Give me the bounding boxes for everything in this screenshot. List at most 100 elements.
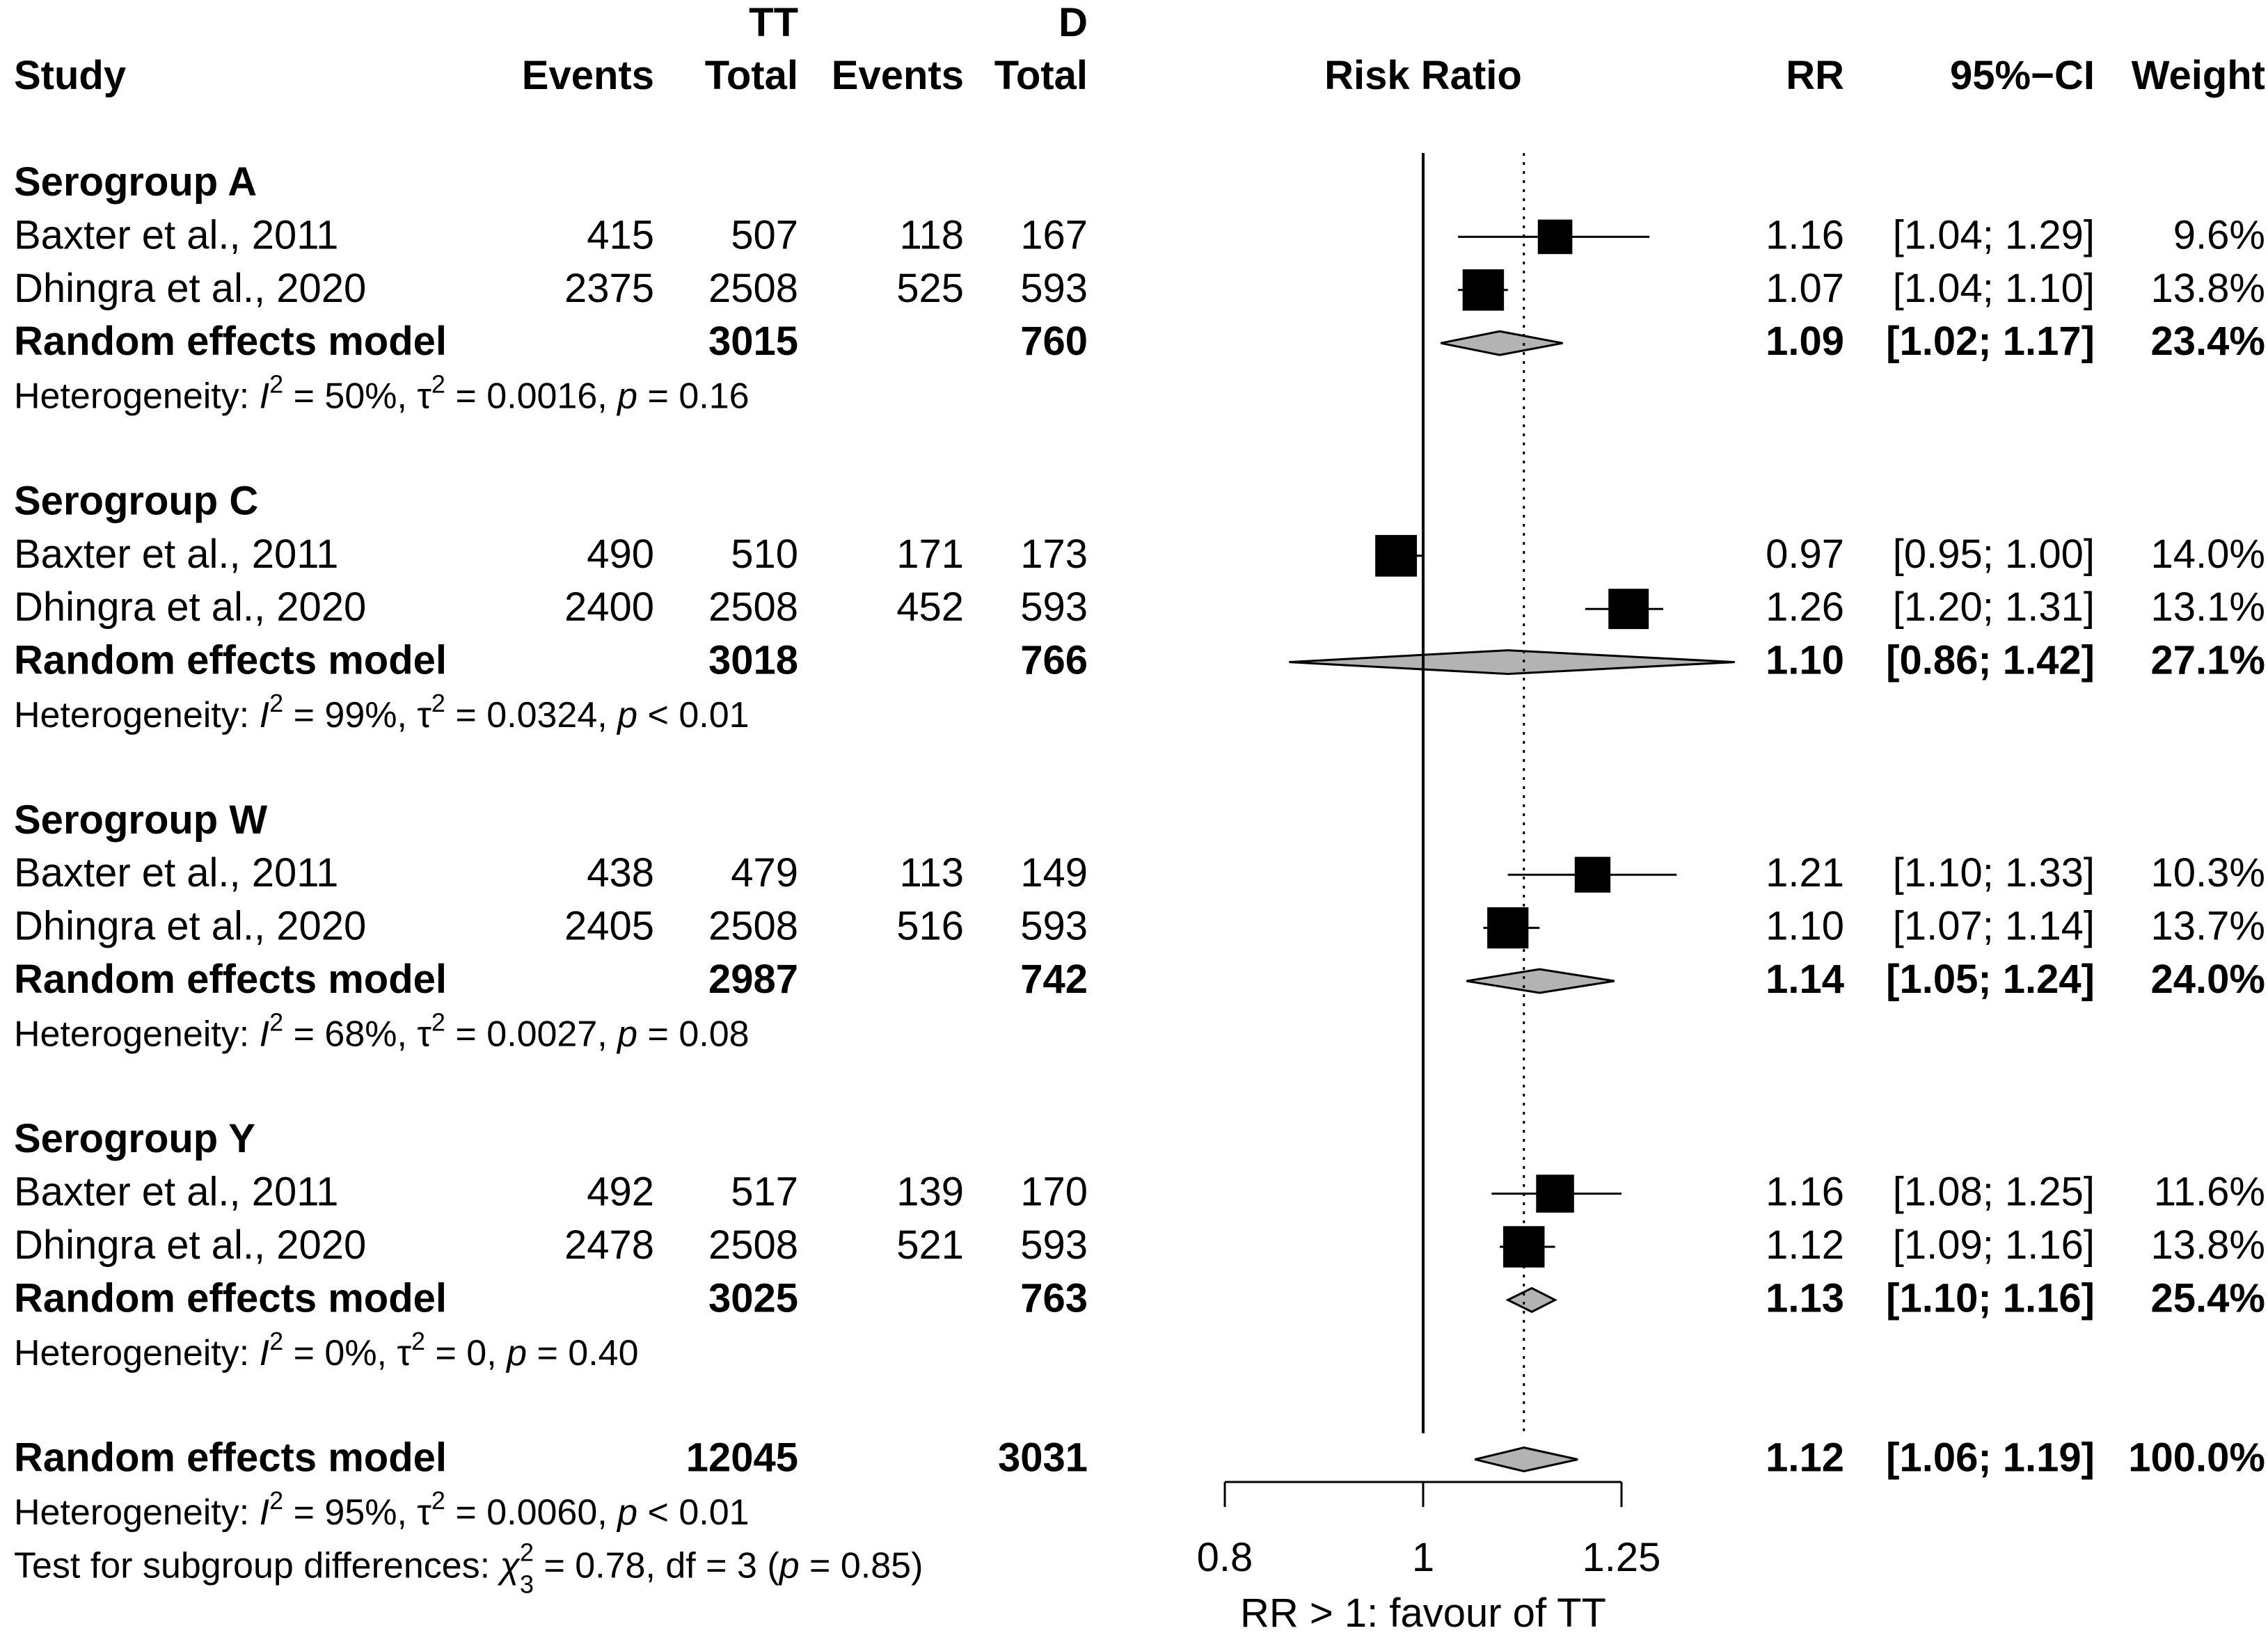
het-p-val: = 0.40 bbox=[527, 1333, 638, 1373]
weight-value: 25.4% bbox=[2151, 1275, 2265, 1321]
het-tau-sup: 2 bbox=[431, 1486, 445, 1515]
study-name: Dhingra et al., 2020 bbox=[14, 266, 366, 311]
rr-value: 1.14 bbox=[1766, 957, 1844, 1002]
het-tau-sup: 2 bbox=[431, 370, 445, 399]
total-tt: 479 bbox=[731, 850, 798, 895]
overall-total-d: 3031 bbox=[998, 1435, 1088, 1481]
study-row: Dhingra et al., 2020 2405 2508 516 593 1.10 [1… bbox=[14, 904, 2265, 949]
weight-value: 9.6% bbox=[2173, 212, 2265, 257]
events-tt: 415 bbox=[587, 212, 654, 257]
het-tau-val: = 0.0060, bbox=[445, 1492, 617, 1533]
het-tau: τ bbox=[397, 1333, 411, 1373]
ci-value: [1.10; 1.16] bbox=[1886, 1275, 2095, 1321]
heterogeneity-text: Heterogeneity: I2 = 50%, τ2 = 0.0016, p … bbox=[14, 370, 750, 417]
test-chi-sub: 3 bbox=[520, 1570, 534, 1598]
overall-label: Random effects model bbox=[14, 1435, 447, 1481]
test-chi-val: = 0.78, df = 3 ( bbox=[534, 1545, 779, 1586]
total-d: 593 bbox=[1020, 904, 1088, 949]
header-events-d: Events bbox=[832, 53, 964, 98]
het-prefix: Heterogeneity: bbox=[14, 695, 260, 735]
total-d: 173 bbox=[1020, 532, 1088, 577]
ci-value: [1.10; 1.33] bbox=[1893, 850, 2095, 895]
weight-value: 13.8% bbox=[2151, 266, 2265, 311]
het-i-val: = 0%, bbox=[283, 1333, 397, 1373]
overall-total-tt: 12045 bbox=[686, 1435, 798, 1481]
pooled-row: Random effects model 3018 766 1.10 [0.86; 1.… bbox=[14, 638, 2265, 683]
ci-value: [1.05; 1.24] bbox=[1886, 957, 2095, 1002]
het-tau-val: = 0.0027, bbox=[445, 1014, 617, 1054]
study-square bbox=[1574, 856, 1611, 893]
test-p: p bbox=[778, 1545, 800, 1586]
header-group2: D bbox=[1058, 0, 1088, 45]
heterogeneity-text: Heterogeneity: I2 = 0%, τ2 = 0, p = 0.40 bbox=[14, 1327, 639, 1373]
total-tt: 510 bbox=[731, 532, 798, 577]
ci-value: [1.09; 1.16] bbox=[1893, 1222, 2095, 1268]
subgroup-1: Serogroup C Baxter et al., 2011 490 510 171 1… bbox=[14, 478, 2265, 735]
het-p-val: = 0.08 bbox=[637, 1014, 749, 1054]
pooled-diamond bbox=[1466, 968, 1615, 994]
pooled-row: Random effects model 3025 763 1.13 [1.10; 1.… bbox=[14, 1275, 2265, 1321]
study-name: Baxter et al., 2011 bbox=[14, 1170, 338, 1215]
subgroup-title: Serogroup C bbox=[14, 478, 258, 523]
pooled-label: Random effects model bbox=[14, 319, 447, 364]
events-tt: 2405 bbox=[564, 904, 654, 949]
events-d: 139 bbox=[896, 1170, 964, 1215]
het-i-sup: 2 bbox=[269, 689, 283, 717]
het-i-sup: 2 bbox=[269, 1486, 283, 1515]
ci-value: [1.02; 1.17] bbox=[1886, 319, 2095, 364]
het-i-sup: 2 bbox=[269, 370, 283, 399]
pooled-label: Random effects model bbox=[14, 1275, 447, 1321]
het-i: I bbox=[260, 1492, 269, 1533]
subgroup-3: Serogroup Y Baxter et al., 2011 492 517 139 1… bbox=[14, 1116, 2265, 1373]
het-i-sup: 2 bbox=[269, 1007, 283, 1036]
events-tt: 438 bbox=[587, 850, 654, 895]
total-d: 593 bbox=[1020, 1222, 1088, 1268]
rr-value: 1.07 bbox=[1766, 266, 1844, 311]
x-axis-label: RR > 1: favour of TT bbox=[1240, 1591, 1606, 1636]
pooled-total-tt: 3015 bbox=[708, 319, 798, 364]
table-header: TT D Study Events Total Events Total Ris… bbox=[14, 0, 2265, 98]
rr-value: 0.97 bbox=[1766, 532, 1844, 577]
study-row: Baxter et al., 2011 415 507 118 167 1.16 [1.04… bbox=[14, 212, 2265, 257]
study-square bbox=[1487, 907, 1529, 949]
het-p-val: < 0.01 bbox=[637, 1492, 749, 1533]
het-i: I bbox=[260, 376, 269, 417]
total-tt: 517 bbox=[731, 1170, 798, 1215]
het-p: p bbox=[616, 1492, 637, 1533]
rr-value: 1.12 bbox=[1766, 1222, 1844, 1268]
pooled-total-d: 760 bbox=[1020, 319, 1088, 364]
events-d: 452 bbox=[896, 584, 964, 630]
pooled-row: Random effects model 3015 760 1.09 [1.02; 1.… bbox=[14, 319, 2265, 364]
study-row: Dhingra et al., 2020 2375 2508 525 593 1.07 [1… bbox=[14, 266, 2265, 311]
test-chi-sup: 2 bbox=[520, 1538, 534, 1566]
pooled-row: Random effects model 2987 742 1.14 [1.05; 1.… bbox=[14, 957, 2265, 1002]
rr-value: 1.10 bbox=[1766, 904, 1844, 949]
pooled-total-d: 763 bbox=[1020, 1275, 1088, 1321]
rr-value: 1.13 bbox=[1766, 1275, 1844, 1321]
rr-value: 1.26 bbox=[1766, 584, 1844, 630]
rr-value: 1.12 bbox=[1766, 1435, 1844, 1481]
ci-value: [1.06; 1.19] bbox=[1886, 1435, 2095, 1481]
ci-value: [1.20; 1.31] bbox=[1893, 584, 2095, 630]
weight-value: 24.0% bbox=[2151, 957, 2265, 1002]
study-square bbox=[1462, 269, 1505, 311]
het-prefix: Heterogeneity: bbox=[14, 1014, 260, 1054]
pooled-label: Random effects model bbox=[14, 957, 447, 1002]
study-square bbox=[1536, 1174, 1574, 1213]
het-p-val: = 0.16 bbox=[637, 376, 749, 417]
x-tick-label: 0.8 bbox=[1197, 1535, 1253, 1580]
het-p: p bbox=[616, 695, 637, 735]
events-tt: 492 bbox=[587, 1170, 654, 1215]
het-tau: τ bbox=[417, 1014, 431, 1054]
total-tt: 2508 bbox=[708, 1222, 798, 1268]
weight-value: 11.6% bbox=[2154, 1170, 2265, 1215]
het-p: p bbox=[616, 1014, 637, 1054]
weight-value: 10.3% bbox=[2151, 850, 2265, 895]
events-tt: 490 bbox=[587, 532, 654, 577]
het-p: p bbox=[505, 1333, 527, 1373]
subgroup-2: Serogroup W Baxter et al., 2011 438 479 113 1… bbox=[14, 797, 2265, 1055]
het-tau: τ bbox=[417, 1492, 431, 1533]
subgroup-title: Serogroup Y bbox=[14, 1116, 255, 1161]
het-p-val: < 0.01 bbox=[637, 695, 749, 735]
weight-value: 27.1% bbox=[2151, 638, 2265, 683]
